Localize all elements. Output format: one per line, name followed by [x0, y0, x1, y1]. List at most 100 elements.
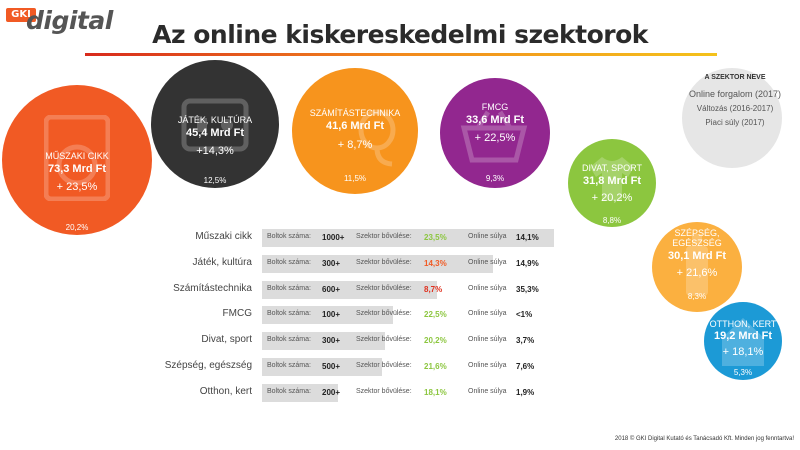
row-bar — [262, 358, 382, 376]
shops-value: 300+ — [322, 336, 341, 345]
shops-label: Boltok száma: — [267, 336, 311, 343]
sector-change: + 23,5% — [56, 181, 98, 193]
row-label: Műszaki cikk — [195, 231, 252, 242]
growth-value: 21,6% — [424, 362, 447, 371]
row-bar — [262, 332, 385, 350]
weight-label: Online súlya — [468, 388, 507, 395]
row-label: Játék, kultúra — [192, 257, 252, 268]
sector-value: 30,1 Mrd Ft — [667, 250, 727, 262]
row-label: Szépség, egészség — [164, 360, 252, 371]
growth-label: Szektor bővülése: — [356, 362, 412, 369]
weight-value: 14,9% — [516, 259, 539, 268]
sector-change: + 20,2% — [591, 192, 633, 204]
house-icon — [722, 318, 764, 366]
sector-value: 31,8 Mrd Ft — [582, 175, 642, 187]
sector-share: 8,8% — [602, 216, 622, 225]
logo-gki: GKI — [6, 8, 36, 22]
sector-change: + 18,1% — [722, 346, 764, 358]
weight-value: 3,7% — [516, 336, 535, 345]
gamepad-icon — [181, 98, 249, 152]
sector-name: DIVAT, SPORT — [581, 163, 642, 173]
legend-circle — [682, 68, 782, 168]
row-label: Divat, sport — [201, 334, 252, 345]
legend: A SZEKTOR NEVE Online forgalom (2017) Vá… — [670, 74, 800, 127]
sector-circle-jatek: JÁTÉK, KULTÚRA 45,4 Mrd Ft +14,3% 12,5% — [151, 60, 279, 188]
growth-value: 18,1% — [424, 388, 447, 397]
sector-share: 20,2% — [65, 223, 89, 232]
growth-value: 22,5% — [424, 310, 447, 319]
sector-name: MŰSZAKI CIKK — [45, 151, 109, 161]
sector-circle-muszaki: MŰSZAKI CIKK 73,3 Mrd Ft + 23,5% 20,2% — [2, 85, 152, 235]
sector-name: SZÉPSÉG, EGÉSZSÉG — [672, 228, 722, 248]
row-label: FMCG — [222, 308, 252, 319]
sector-value: 19,2 Mrd Ft — [713, 330, 773, 342]
shops-value: 600+ — [322, 285, 341, 294]
shops-label: Boltok száma: — [267, 259, 311, 266]
weight-value: <1% — [516, 310, 533, 319]
row-bar — [262, 306, 393, 324]
weight-label: Online súlya — [468, 285, 507, 292]
weight-label: Online súlya — [468, 336, 507, 343]
shops-label: Boltok száma: — [267, 362, 311, 369]
shops-value: 100+ — [322, 310, 341, 319]
washing-machine-icon — [44, 115, 110, 201]
sector-share: 12,5% — [203, 176, 227, 185]
growth-label: Szektor bővülése: — [356, 259, 412, 266]
weight-label: Online súlya — [468, 259, 507, 266]
sector-circle-fmcg: FMCG 33,6 Mrd Ft + 22,5% 9,3% — [440, 78, 550, 188]
growth-value: 14,3% — [424, 259, 447, 268]
basket-icon — [460, 110, 528, 163]
shops-label: Boltok száma: — [267, 285, 311, 292]
sector-value: 45,4 Mrd Ft — [185, 127, 245, 139]
growth-label: Szektor bővülése: — [356, 233, 412, 240]
shops-value: 200+ — [322, 388, 341, 397]
growth-label: Szektor bővülése: — [356, 285, 412, 292]
sector-share: 5,3% — [733, 368, 753, 377]
row-label: Számítástechnika — [173, 283, 252, 294]
shops-label: Boltok száma: — [267, 310, 311, 317]
shops-value: 300+ — [322, 259, 341, 268]
growth-value: 8,7% — [424, 285, 443, 294]
shops-label: Boltok száma: — [267, 388, 311, 395]
gki-digital-logo: GKI digital — [4, 2, 114, 38]
mouse-icon — [358, 109, 396, 167]
shops-value: 1000+ — [322, 233, 345, 242]
sector-value: 41,6 Mrd Ft — [325, 120, 385, 132]
legend-title: A SZEKTOR NEVE — [704, 74, 766, 81]
shops-value: 500+ — [322, 362, 341, 371]
sector-change: + 21,6% — [676, 267, 718, 279]
sector-circle-szepseg: SZÉPSÉG, EGÉSZSÉG 30,1 Mrd Ft + 21,6% 8,… — [652, 222, 742, 312]
sector-change: + 8,7% — [337, 139, 373, 151]
growth-label: Szektor bővülése: — [356, 310, 412, 317]
sector-circle-otthon: OTTHON, KERT 19,2 Mrd Ft + 18,1% 5,3% — [704, 302, 782, 380]
sector-name: JÁTÉK, KULTÚRA — [177, 115, 253, 125]
row-label: Otthon, kert — [199, 386, 252, 397]
sector-share: 8,3% — [687, 292, 707, 301]
growth-label: Szektor bővülése: — [356, 388, 412, 395]
logo-word: digital — [26, 6, 113, 35]
sector-name: SZÁMÍTÁSTECHNIKA — [309, 108, 401, 118]
sector-share: 9,3% — [485, 174, 505, 183]
sector-share: 11,5% — [343, 174, 367, 183]
sector-change: +14,3% — [196, 145, 234, 157]
sector-value: 73,3 Mrd Ft — [47, 163, 107, 175]
shops-label: Boltok száma: — [267, 233, 311, 240]
row-bar — [262, 255, 493, 273]
weight-label: Online súlya — [468, 310, 507, 317]
weight-label: Online súlya — [468, 233, 507, 240]
row-bar — [262, 229, 554, 247]
sector-circle-divat: DIVAT, SPORT 31,8 Mrd Ft + 20,2% 8,8% — [568, 139, 656, 227]
copyright-footer: 2018 © GKI Digital Kutató és Tanácsadó K… — [614, 436, 794, 442]
sector-name: FMCG — [481, 102, 509, 112]
weight-value: 1,9% — [516, 388, 535, 397]
bottle-icon — [686, 234, 708, 296]
sector-circle-szamitas: SZÁMÍTÁSTECHNIKA 41,6 Mrd Ft + 8,7% 11,5… — [292, 68, 418, 194]
growth-value: 23,5% — [424, 233, 447, 242]
title-underline — [85, 53, 717, 56]
growth-label: Szektor bővülése: — [356, 336, 412, 343]
weight-value: 7,6% — [516, 362, 535, 371]
legend-line-share: Piaci súly (2017) — [705, 118, 765, 127]
weight-value: 35,3% — [516, 285, 539, 294]
weight-value: 14,1% — [516, 233, 539, 242]
shirt-icon — [590, 157, 634, 201]
